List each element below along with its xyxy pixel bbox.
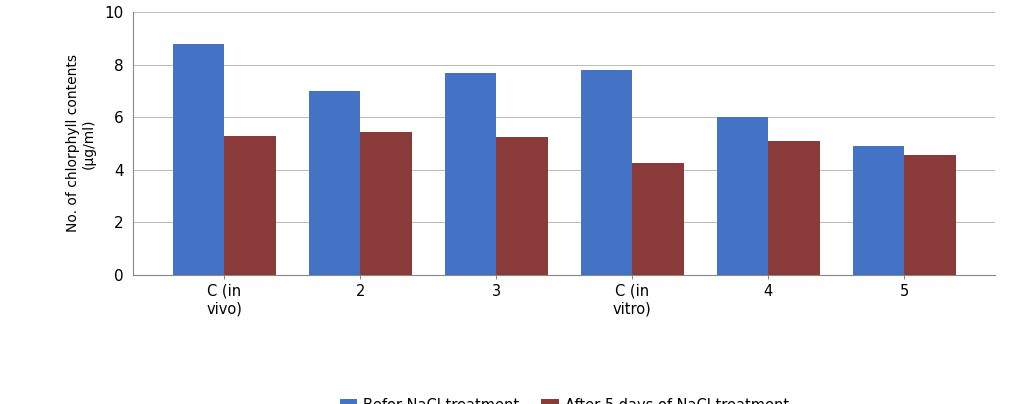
Y-axis label: No. of chlorphyll contents
(μg/ml): No. of chlorphyll contents (μg/ml) [66, 55, 96, 232]
Bar [768, 141, 820, 275]
Bar [172, 44, 225, 275]
Bar [309, 91, 360, 275]
Bar [444, 72, 497, 275]
Bar [716, 117, 768, 275]
Bar [497, 137, 548, 275]
Legend: Befor NaCl treatment, After 5 days of NaCl treatment: Befor NaCl treatment, After 5 days of Na… [334, 392, 794, 404]
Bar [225, 135, 276, 275]
Bar [360, 132, 412, 275]
Bar [904, 155, 956, 275]
Bar [581, 70, 632, 275]
Bar [853, 146, 904, 275]
Bar [632, 163, 684, 275]
